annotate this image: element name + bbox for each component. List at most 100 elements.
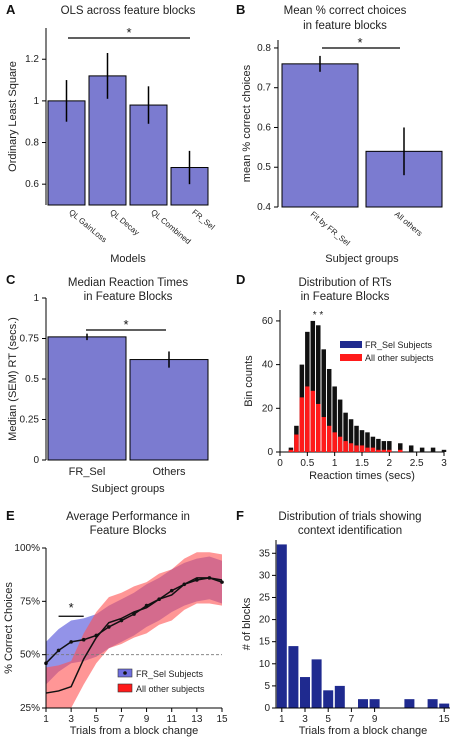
panel-letter-d: D (236, 272, 245, 287)
y-tick-label: 15 (259, 637, 271, 648)
x-tick-label: 3 (441, 458, 447, 469)
y-tick-label: 1 (33, 293, 39, 304)
bar (404, 699, 415, 708)
histogram-bar (441, 449, 447, 452)
y-tick-label: 5 (264, 681, 270, 692)
y-tick-label: 0.5 (257, 162, 271, 173)
histogram-bar (365, 447, 370, 452)
histogram-bar (359, 430, 365, 452)
y-tick-label: 0.4 (257, 202, 271, 213)
x-tick-label: FR_Sel (190, 208, 216, 232)
panel-d-title-line2: in Feature Blocks (301, 291, 390, 303)
legend-swatch-fr-sel (340, 341, 362, 348)
x-axis-label: Trials from a block change (70, 725, 199, 737)
significance-star: * (69, 600, 74, 615)
x-tick-label: 7 (119, 714, 125, 725)
y-tick-label: 1 (33, 96, 39, 107)
x-axis-label: Trials from a block change (299, 725, 428, 737)
bar (288, 646, 299, 708)
x-tick-label: 3 (68, 714, 74, 725)
histogram-bar (354, 445, 359, 452)
bar (276, 544, 287, 708)
x-tick-label: 1 (332, 458, 338, 469)
y-tick-label: 10 (259, 659, 271, 670)
histogram-bar (430, 447, 436, 452)
x-tick-label: 2 (387, 458, 393, 469)
panel-letter-b: B (236, 2, 245, 17)
x-tick-label: All others (393, 210, 424, 238)
histogram-bar (348, 443, 354, 452)
panel-f-title-line1: Distribution of trials showing (278, 511, 421, 523)
x-axis-label: Reaction times (secs) (309, 470, 415, 482)
data-point (220, 580, 224, 584)
significance-star: * (357, 35, 362, 50)
x-tick-label: 3 (302, 714, 308, 725)
x-tick-label: 15 (439, 714, 451, 725)
histogram-bar (310, 320, 316, 452)
panel-e-title-line2: Feature Blocks (90, 525, 167, 537)
panel-e-title-line1: Average Performance in (66, 511, 190, 523)
data-point (69, 640, 73, 644)
annotation: * * (313, 310, 324, 321)
histogram-bar (316, 325, 321, 452)
series-line-others (45, 577, 223, 694)
histogram-bar (348, 419, 354, 452)
histogram-bar (337, 399, 343, 452)
histogram-bar (316, 403, 321, 452)
histogram-bar (326, 425, 332, 452)
histogram-bar (343, 412, 348, 452)
x-tick-label: 11 (167, 714, 178, 725)
legend-label-others: All other subjects (136, 684, 205, 694)
y-tick-label: 60 (262, 316, 274, 327)
panel-f-title-line2: context identification (298, 525, 402, 537)
y-tick-label: 20 (259, 615, 271, 626)
histogram-bar (381, 449, 387, 452)
x-tick-label: QL GainLoss (67, 208, 108, 245)
y-tick-label: 0 (33, 455, 39, 466)
panel-letter-c: C (6, 272, 16, 287)
y-tick-label: 0.6 (257, 122, 271, 133)
legend-swatch-others (117, 683, 133, 693)
x-tick-label: 15 (216, 714, 228, 725)
panel-letter-e: E (6, 508, 15, 523)
y-axis-label: # of blocks (241, 597, 253, 650)
histogram-bar (398, 449, 403, 452)
legend-label-fr-sel: FR_Sel Subjects (365, 340, 433, 350)
histogram-bar (288, 449, 294, 452)
x-tick-label: 9 (372, 714, 378, 725)
bar (369, 699, 380, 708)
y-axis-label: mean % correct choices (241, 64, 253, 182)
histogram-bar (359, 445, 365, 452)
chart-c: FR_Sel Others 0 0.25 0.5 0.75 1 * Subject groups… (7, 293, 209, 495)
histogram-bar (343, 441, 348, 452)
panel-c-title-line2: in Feature Blocks (84, 291, 173, 303)
data-point (169, 588, 174, 593)
bar (129, 359, 209, 461)
significance-star: * (126, 25, 131, 40)
legend-label-others: All other subjects (365, 353, 434, 363)
x-axis-label: Models (110, 253, 146, 265)
x-tick-label: 5 (94, 714, 100, 725)
y-tick-label: 75% (20, 596, 40, 607)
y-tick-label: 25% (20, 703, 40, 714)
x-tick-label: 13 (191, 714, 203, 725)
y-tick-label: 0.7 (257, 83, 271, 94)
data-point (119, 618, 124, 623)
y-tick-label: 0.8 (257, 43, 271, 54)
x-tick-label: 0.5 (300, 458, 314, 469)
y-tick-label: 0.75 (20, 334, 40, 345)
x-tick-label: Fit by FR_Sel (309, 210, 352, 248)
y-axis-label: Ordinary Least Square (7, 61, 19, 172)
y-tick-label: 1.2 (25, 54, 39, 65)
x-tick-label: QL Combined (149, 208, 192, 246)
x-tick-label: 9 (144, 714, 150, 725)
x-tick-label: QL Decay (108, 208, 141, 238)
confidence-band-others (46, 552, 222, 708)
chart-b: Fit by FR_Sel All others 0.4 0.5 0.6 0.7 0.8 * S… (241, 35, 443, 265)
data-point (56, 648, 61, 653)
histogram-bar (294, 434, 299, 452)
x-tick-label: 1 (43, 714, 49, 725)
